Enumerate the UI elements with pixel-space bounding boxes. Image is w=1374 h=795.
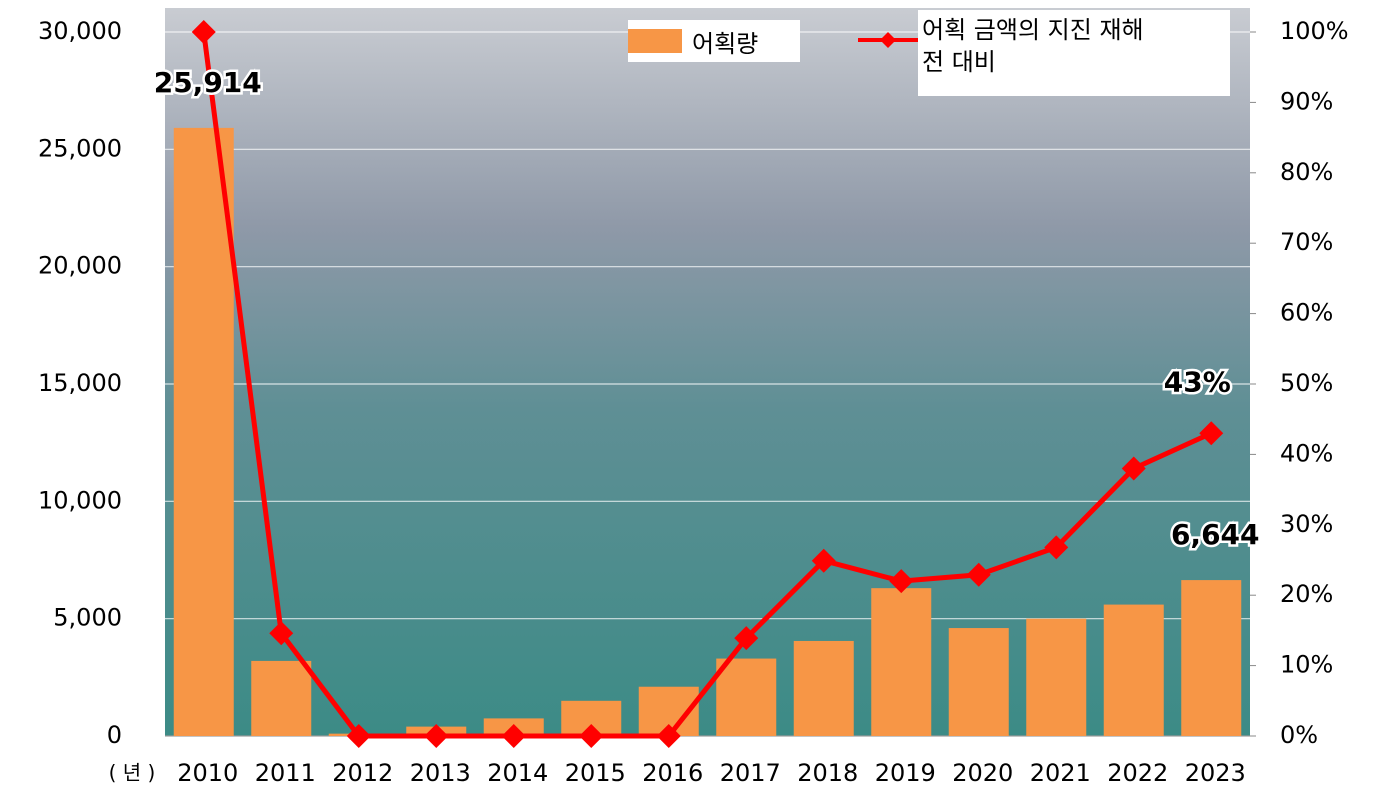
legend-line: 어획 금액의 지진 재해 전 대비 (858, 10, 1230, 96)
bar (793, 640, 854, 736)
bar (871, 588, 932, 736)
line (201, 31, 1213, 739)
line-marker (346, 724, 371, 748)
data-label: 43% (1164, 365, 1231, 398)
y2-tick-label: 70% (1280, 228, 1333, 256)
y2-tick-label: 40% (1280, 439, 1333, 467)
y2-tick-label: 100% (1280, 17, 1349, 45)
y2-tick-label: 30% (1280, 510, 1333, 538)
line-marker (424, 724, 449, 748)
x-tick-label: 2018 (797, 759, 858, 787)
x-tick-label: 2017 (720, 759, 781, 787)
y-tick-label: 15,000 (38, 369, 122, 397)
bar (1026, 618, 1087, 736)
x-tick-label: 2015 (565, 759, 626, 787)
y2-tick-label: 0% (1280, 721, 1318, 749)
x-tick-label: 2011 (255, 759, 316, 787)
line-marker (734, 626, 759, 651)
x-tick-label: 2010 (177, 759, 238, 787)
bar (1181, 580, 1242, 736)
bar (1103, 604, 1164, 736)
line-marker (1121, 456, 1146, 481)
y2-tick-label: 50% (1280, 369, 1333, 397)
line-marker (191, 20, 216, 44)
x-tick-label: 2012 (332, 759, 393, 787)
line-marker (1044, 535, 1069, 560)
data-label: 25,914 (154, 66, 262, 99)
line-marker (966, 562, 991, 587)
x-tick-label: 2019 (875, 759, 936, 787)
legend-label: 어획 금액의 지진 재해 전 대비 (922, 16, 1144, 76)
line-marker (501, 724, 526, 748)
y-tick-label: 5,000 (53, 604, 122, 632)
legend-label: 어획량 (692, 29, 759, 58)
y2-tick-label: 10% (1280, 651, 1333, 679)
y2-tick-label: 80% (1280, 158, 1333, 186)
y-tick-label: 20,000 (38, 252, 122, 280)
y2-tick-label: 90% (1280, 87, 1333, 115)
y-tick-label: 10,000 (38, 486, 122, 514)
x-tick-label: 2013 (410, 759, 471, 787)
line-marker (579, 724, 604, 748)
x-tick-label: 2020 (952, 759, 1013, 787)
line-marker (1199, 421, 1224, 446)
x-tick-label: 2014 (487, 759, 548, 787)
x-tick-label: 2023 (1185, 759, 1246, 787)
bar (948, 628, 1009, 736)
y-tick-label: 25,000 (38, 134, 122, 162)
plot-background (165, 8, 1250, 736)
line-marker (811, 548, 836, 573)
x-tick-label: 2022 (1107, 759, 1168, 787)
line-marker (889, 569, 914, 594)
y-tick-label: 30,000 (38, 17, 122, 45)
line-marker (656, 724, 681, 748)
y-tick-label: 0 (107, 721, 122, 749)
bar (173, 127, 234, 736)
data-label: 6,644 (1171, 518, 1260, 551)
legend-bar: 어획량 (628, 20, 800, 62)
bar (716, 658, 777, 736)
line-marker (269, 621, 294, 646)
bar (251, 660, 312, 736)
legend-line-swatch (858, 32, 918, 48)
x-axis-label: ( 년 ) (109, 761, 156, 785)
y2-tick-label: 20% (1280, 580, 1333, 608)
legend-swatch (628, 29, 682, 53)
x-tick-label: 2016 (642, 759, 703, 787)
y2-tick-label: 60% (1280, 299, 1333, 327)
x-tick-label: 2021 (1030, 759, 1091, 787)
